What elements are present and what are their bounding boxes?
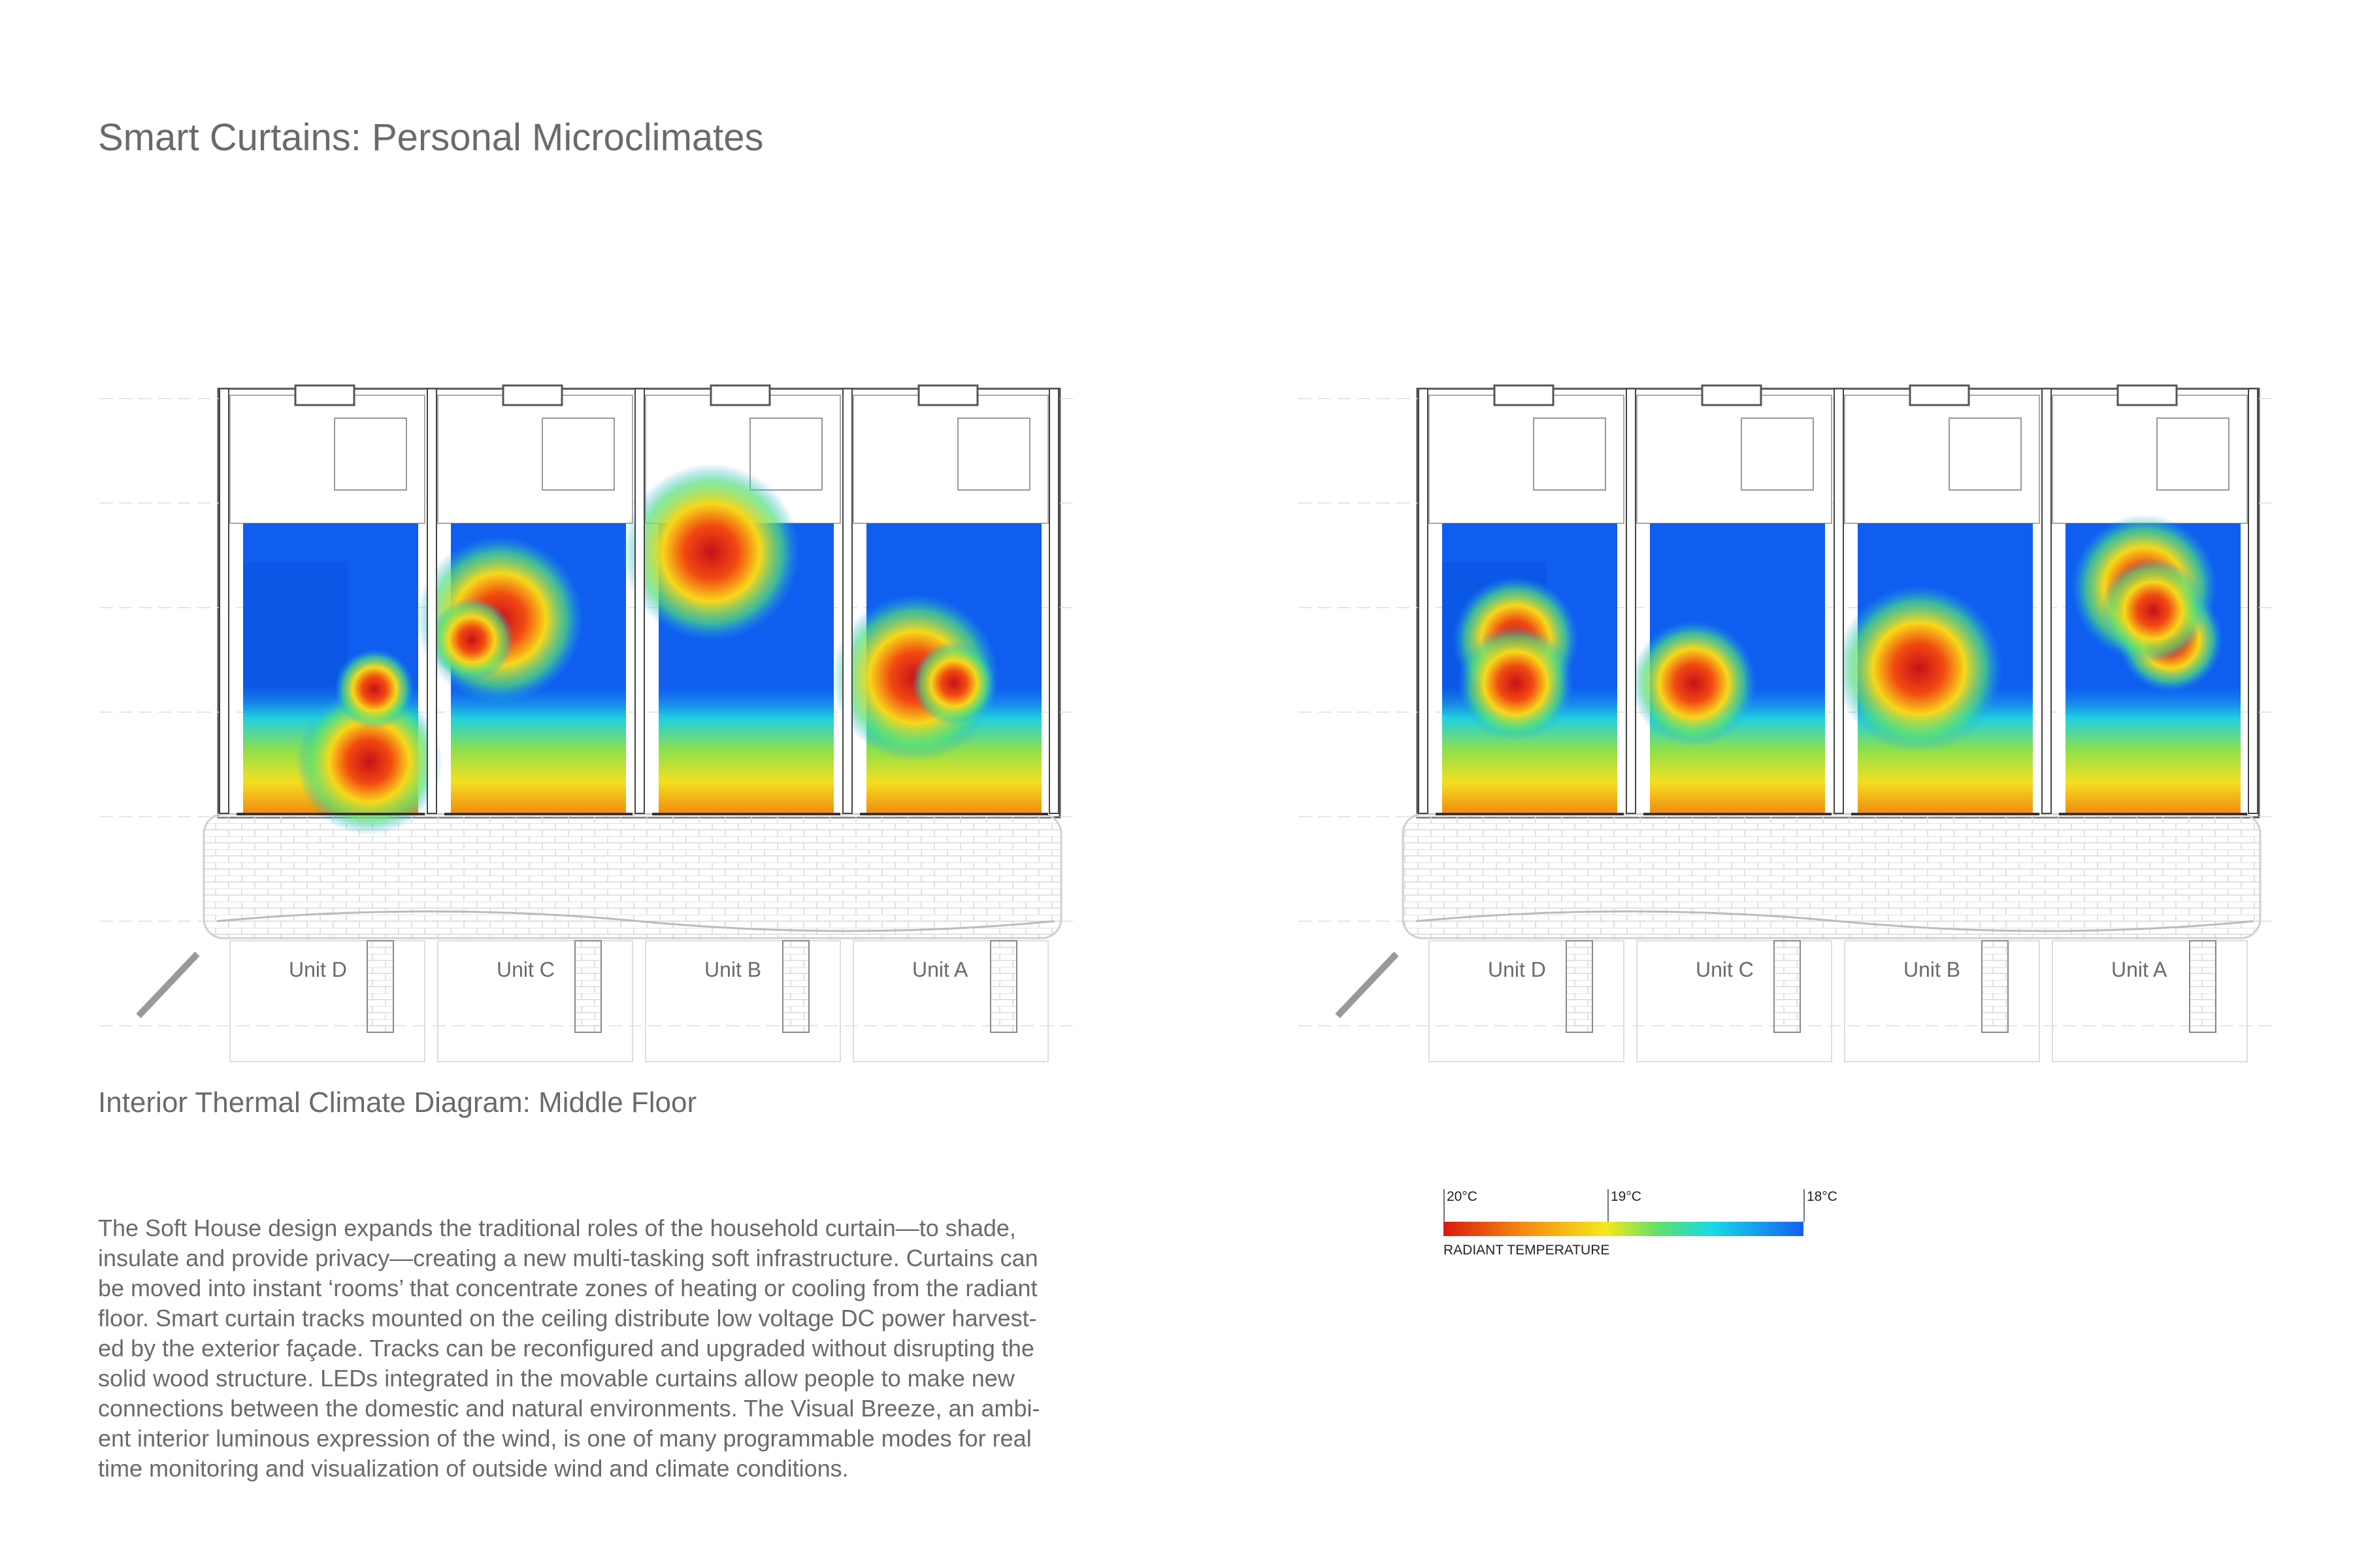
body-line: insulate and provide privacy—creating a … [98, 1245, 1038, 1271]
heat-spot [1835, 585, 2003, 753]
heat-floor [451, 686, 626, 814]
window [1701, 384, 1762, 406]
window [917, 384, 979, 406]
lower-stair [367, 940, 394, 1033]
stair [1335, 951, 1399, 1019]
upper-rooms [853, 395, 1049, 524]
bath [1741, 417, 1814, 491]
upper-rooms [437, 395, 633, 524]
heat-spot [622, 463, 800, 642]
lower-stair [1566, 940, 1593, 1033]
legend-tick-label: 20°C [1447, 1189, 1477, 1204]
heat-spot [912, 641, 996, 725]
bath [957, 417, 1030, 491]
heat-spot [430, 598, 514, 681]
terrace-edge [1415, 910, 2254, 932]
body-line: time monitoring and visualization of out… [98, 1455, 849, 1482]
legend-tick-label: 18°C [1807, 1189, 1837, 1204]
lower-plot [229, 940, 425, 1062]
window [2116, 384, 2178, 406]
bath [1533, 417, 1606, 491]
body-line: floor. Smart curtain tracks mounted on t… [98, 1305, 1037, 1331]
body-line: be moved into instant ‘rooms’ that conce… [98, 1275, 1038, 1301]
heat-spot [1631, 620, 1756, 746]
lower-stair [990, 940, 1017, 1033]
unit-wall [219, 388, 229, 814]
bath [542, 417, 615, 491]
upper-rooms [1636, 395, 1832, 524]
bath [2156, 417, 2230, 491]
title: Smart Curtains: Personal Microclimates [98, 116, 764, 159]
unit-label: Unit C [1696, 958, 1754, 981]
upper-rooms [1428, 395, 1624, 524]
unit-wall [2041, 388, 2052, 814]
body-line: The Soft House design expands the tradit… [98, 1215, 1016, 1241]
terrace-edge [216, 910, 1055, 932]
legend-bar [1443, 1222, 1803, 1236]
lower-plot [1636, 940, 1832, 1062]
unit-label: Unit A [2111, 958, 2167, 981]
lower-plot [1428, 940, 1624, 1062]
legend-label: RADIANT TEMPERATURE [1443, 1243, 1609, 1258]
unit-label: Unit D [1488, 958, 1546, 981]
unit-wall [842, 388, 853, 814]
window [502, 384, 563, 406]
heat-floor [2065, 686, 2241, 814]
unit-wall [427, 388, 437, 814]
window [710, 384, 771, 406]
heat-spot [295, 688, 442, 835]
body-line: ed by the exterior façade. Tracks can be… [98, 1335, 1034, 1362]
legend-tick-label: 19°C [1611, 1189, 1641, 1204]
unit-wall [1834, 388, 1844, 814]
unit-wall [634, 388, 645, 814]
unit-wall [1418, 388, 1428, 814]
bath [749, 417, 823, 491]
unit-label: Unit C [497, 958, 555, 981]
upper-rooms [229, 395, 425, 524]
window [1493, 384, 1555, 406]
lower-plot [853, 940, 1049, 1062]
terrace [203, 813, 1062, 939]
lower-plot [437, 940, 633, 1062]
lower-stair [2189, 940, 2216, 1033]
heat-floor [659, 686, 834, 814]
lower-plot [2052, 940, 2248, 1062]
unit-label: Unit B [704, 958, 761, 981]
body-line: ent interior luminous expression of the … [98, 1425, 1032, 1452]
unit-label: Unit D [289, 958, 347, 981]
lower-stair [782, 940, 810, 1033]
upper-rooms [1844, 395, 2040, 524]
bath [334, 417, 407, 491]
unit-label: Unit A [912, 958, 968, 981]
body-line: solid wood structure. LEDs integrated in… [98, 1365, 1015, 1392]
end-wall [1049, 388, 1059, 814]
window [1909, 384, 1970, 406]
lower-stair [574, 940, 602, 1033]
lower-plot [645, 940, 841, 1062]
terrace [1402, 813, 2262, 939]
stair [136, 951, 200, 1019]
lower-stair [1981, 940, 2009, 1033]
lower-stair [1773, 940, 1801, 1033]
heat-spot [335, 649, 414, 729]
subtitle: Interior Thermal Climate Diagram: Middle… [98, 1086, 697, 1119]
unit-label: Unit B [1903, 958, 1960, 981]
window [294, 384, 355, 406]
lower-plot [1844, 940, 2040, 1062]
bath [1949, 417, 2022, 491]
heat-spot [1458, 625, 1573, 741]
unit-wall [1626, 388, 1636, 814]
body-line: connections between the domestic and nat… [98, 1395, 1040, 1422]
end-wall [2248, 388, 2258, 814]
heat-spot [2101, 558, 2205, 663]
upper-rooms [2052, 395, 2248, 524]
